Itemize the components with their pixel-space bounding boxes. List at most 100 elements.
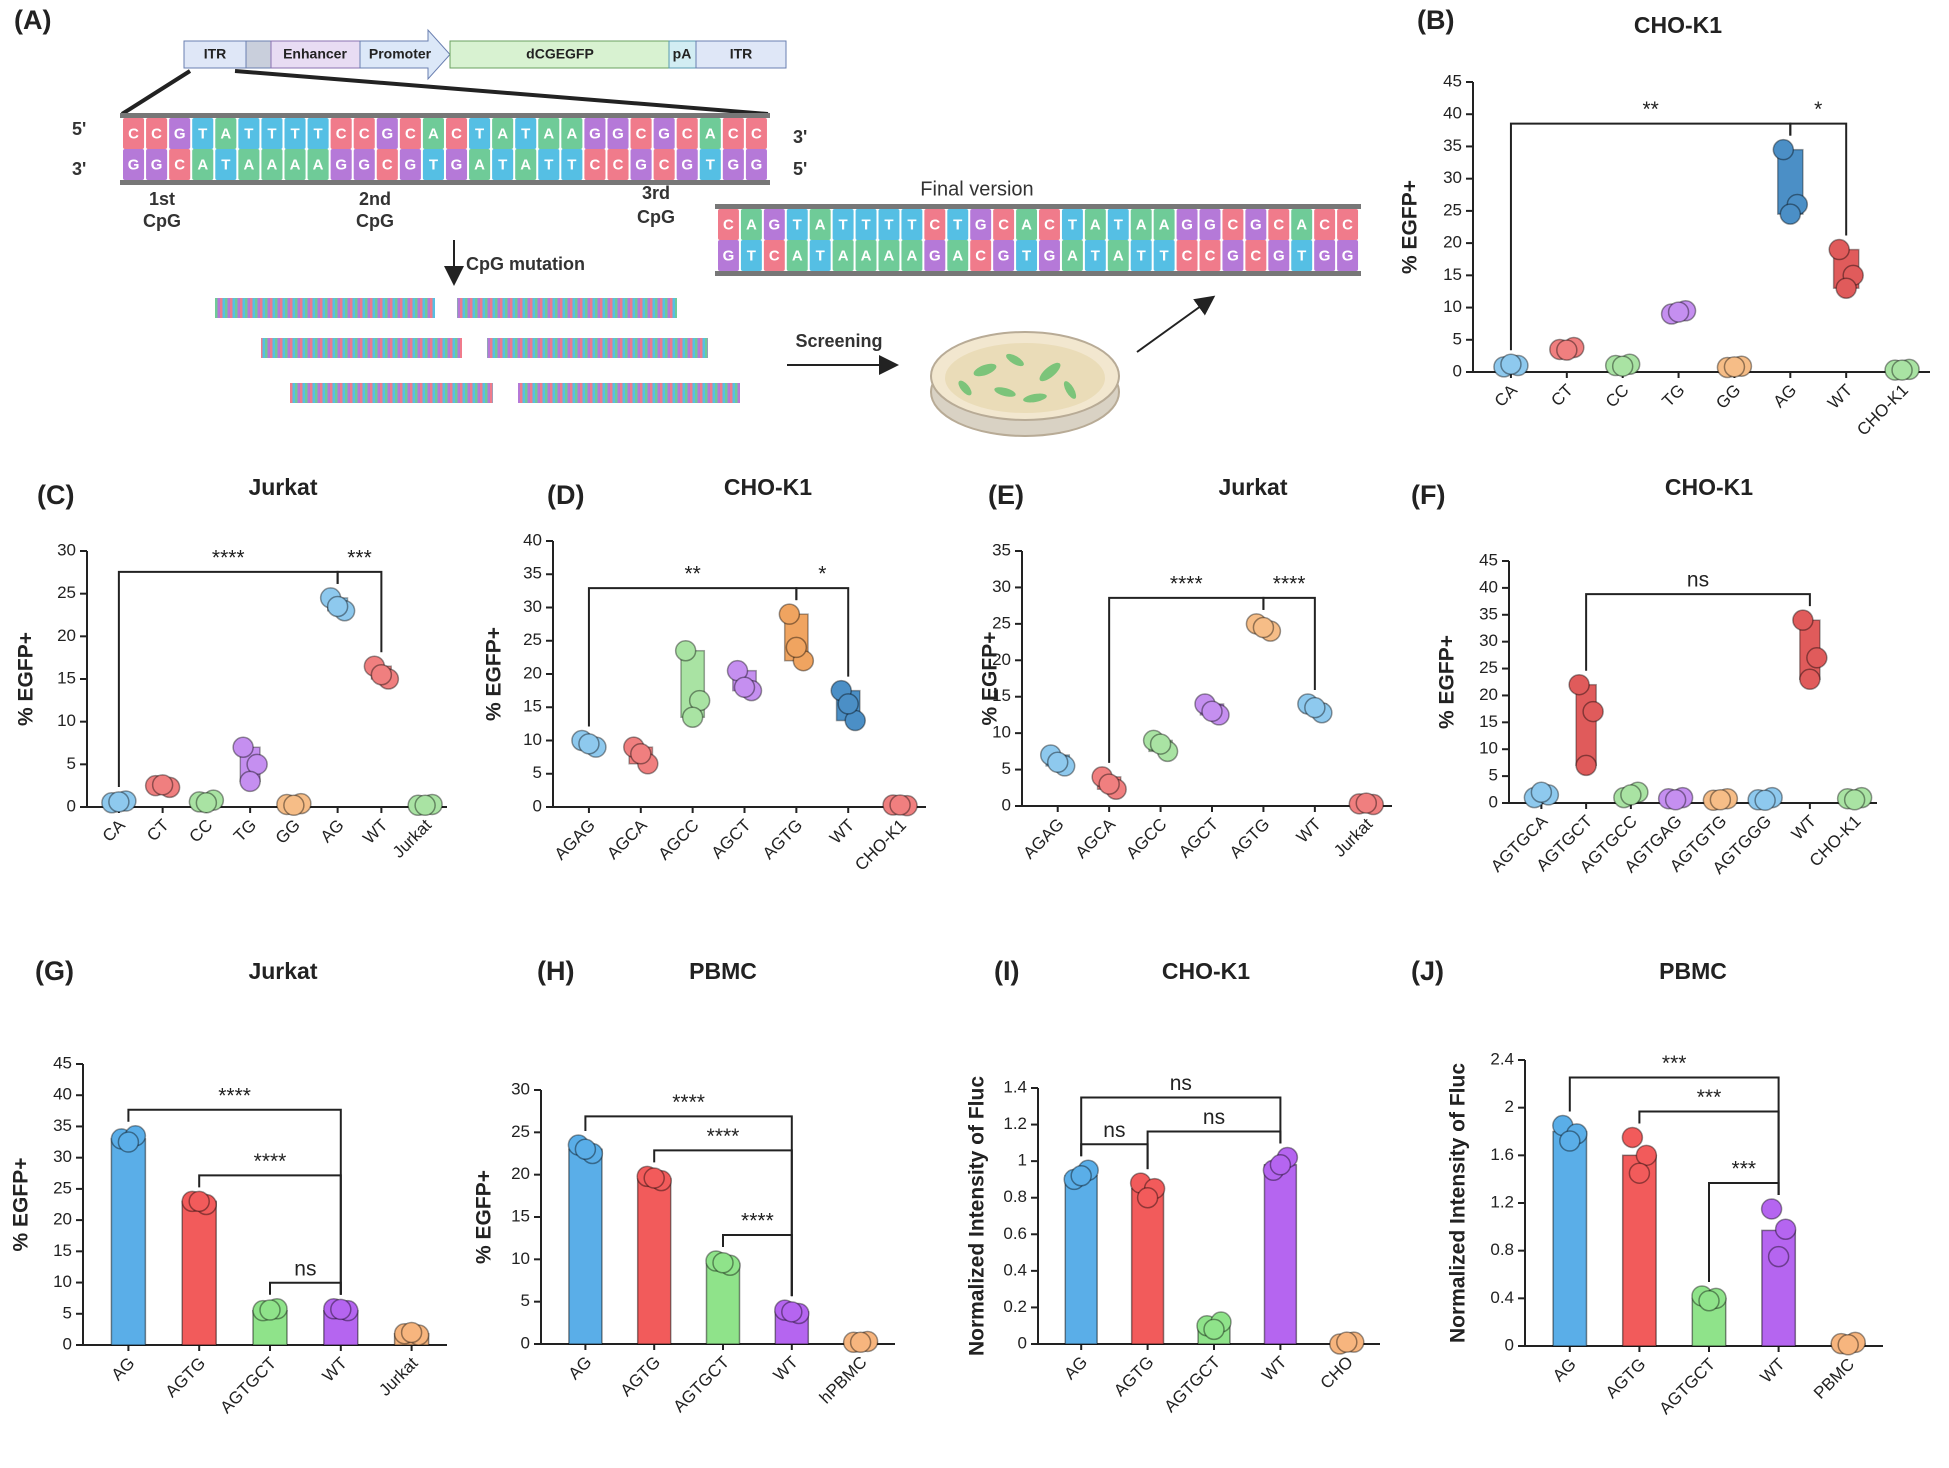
base-letter: A (543, 125, 554, 142)
base-letter: G (728, 156, 740, 173)
data-point (712, 1251, 734, 1274)
y-tick-label: 0.2 (1003, 1297, 1027, 1316)
y-tick-label: 10 (1479, 739, 1498, 758)
chart-title: Jurkat (1218, 474, 1287, 500)
y-tick-label: 25 (1443, 200, 1462, 219)
mini-strand (290, 383, 493, 403)
y-axis-label: Normalized Intensity of Fluc (1447, 1063, 1470, 1343)
itr-box (183, 40, 247, 69)
y-tick-label: 45 (1443, 71, 1462, 90)
y-tick-label: 15 (53, 1241, 72, 1260)
base-letter: C (590, 156, 601, 173)
strand-border (120, 180, 770, 185)
base-letter: G (1044, 247, 1056, 264)
base-box (676, 118, 698, 149)
base-letter: C (336, 125, 347, 142)
base-letter: A (197, 156, 208, 173)
base-box (215, 118, 237, 149)
base-letter: G (405, 156, 417, 173)
panel-label: (A) (14, 5, 51, 35)
base-letter: C (1273, 216, 1284, 233)
y-tick-label: 1.4 (1003, 1077, 1027, 1096)
y-tick-label: 0 (533, 796, 542, 815)
strand-end: 3' (72, 159, 86, 179)
y-tick-label: 0.6 (1003, 1224, 1027, 1243)
data-point (1575, 754, 1597, 777)
base-box (722, 149, 744, 180)
base-letter: T (267, 125, 276, 142)
medium (945, 343, 1105, 413)
significance-label: * (1814, 98, 1822, 121)
x-tick-label: AGCA (603, 815, 651, 863)
data-point (1355, 792, 1378, 814)
y-tick-label: 10 (57, 711, 76, 730)
base-letter: G (151, 156, 163, 173)
bar (181, 1200, 217, 1346)
base-letter: C (659, 156, 670, 173)
base-box (630, 118, 652, 149)
base-letter: A (566, 125, 577, 142)
x-tick-label: CC (186, 816, 217, 847)
data-point (195, 791, 218, 814)
base-letter: G (589, 125, 601, 142)
y-tick-label: 5 (1489, 766, 1498, 785)
data-point (370, 663, 393, 686)
y-tick-label: 30 (57, 540, 76, 559)
cpg-label: CpG (637, 207, 675, 227)
y-tick-label: 40 (1479, 577, 1498, 596)
significance-label: **** (707, 1125, 740, 1148)
data-point (785, 636, 808, 659)
chart-title: Jurkat (248, 474, 317, 500)
y-tick-label: 0.8 (1490, 1240, 1514, 1259)
base-box (832, 209, 854, 240)
base-box (1268, 209, 1290, 240)
base-letter: G (751, 156, 763, 173)
significance-bracket (117, 570, 339, 788)
base-letter: T (314, 125, 323, 142)
base-letter: T (953, 216, 962, 233)
chart-title: CHO-K1 (1665, 474, 1753, 500)
base-letter: A (815, 216, 826, 233)
y-tick-label: 15 (1479, 712, 1498, 731)
base-letter: C (682, 125, 693, 142)
strand-end: 5' (72, 119, 86, 139)
base-letter: A (952, 247, 963, 264)
data-point (1269, 1154, 1292, 1176)
base-box (538, 149, 560, 180)
spacer-box (245, 40, 272, 69)
y-tick-label: 20 (1479, 685, 1498, 704)
x-tick-label: AGTG (1226, 815, 1273, 862)
base-box (718, 240, 739, 271)
base-letter: C (1250, 247, 1261, 264)
base-box (1176, 240, 1198, 271)
base-box (1291, 209, 1313, 240)
data-point (1667, 301, 1690, 323)
arrow (1136, 295, 1216, 353)
data-point (1774, 1218, 1797, 1240)
strand-end: 3' (793, 127, 807, 147)
x-tick-label: WT (1293, 815, 1325, 847)
y-axis-label: Normalized Intensity of Fluc (966, 1076, 989, 1356)
base-box (740, 209, 762, 240)
y-tick-label: 2 (1505, 1097, 1514, 1116)
y-axis-label: % EGFP+ (473, 1170, 496, 1264)
significance-bracket (1108, 596, 1265, 763)
enhancer-box (270, 40, 361, 69)
box (1575, 683, 1597, 767)
y-tick-label: 20 (53, 1210, 72, 1229)
x-tick-label: GG (272, 816, 304, 848)
base-letter: G (1319, 247, 1331, 264)
y-tick-label: 20 (57, 626, 76, 645)
base-box (238, 118, 260, 149)
data-point (283, 794, 305, 817)
x-tick-label: CT (143, 816, 172, 845)
base-box (123, 149, 145, 180)
base-box (607, 149, 629, 180)
y-tick-label: 10 (523, 730, 542, 749)
base-letter: T (1022, 247, 1031, 264)
base-letter: G (1181, 216, 1193, 233)
significance-label: ns (1687, 569, 1709, 592)
y-tick-label: 15 (523, 697, 542, 716)
data-point (1098, 773, 1120, 795)
x-tick-label: WT (319, 1354, 351, 1386)
